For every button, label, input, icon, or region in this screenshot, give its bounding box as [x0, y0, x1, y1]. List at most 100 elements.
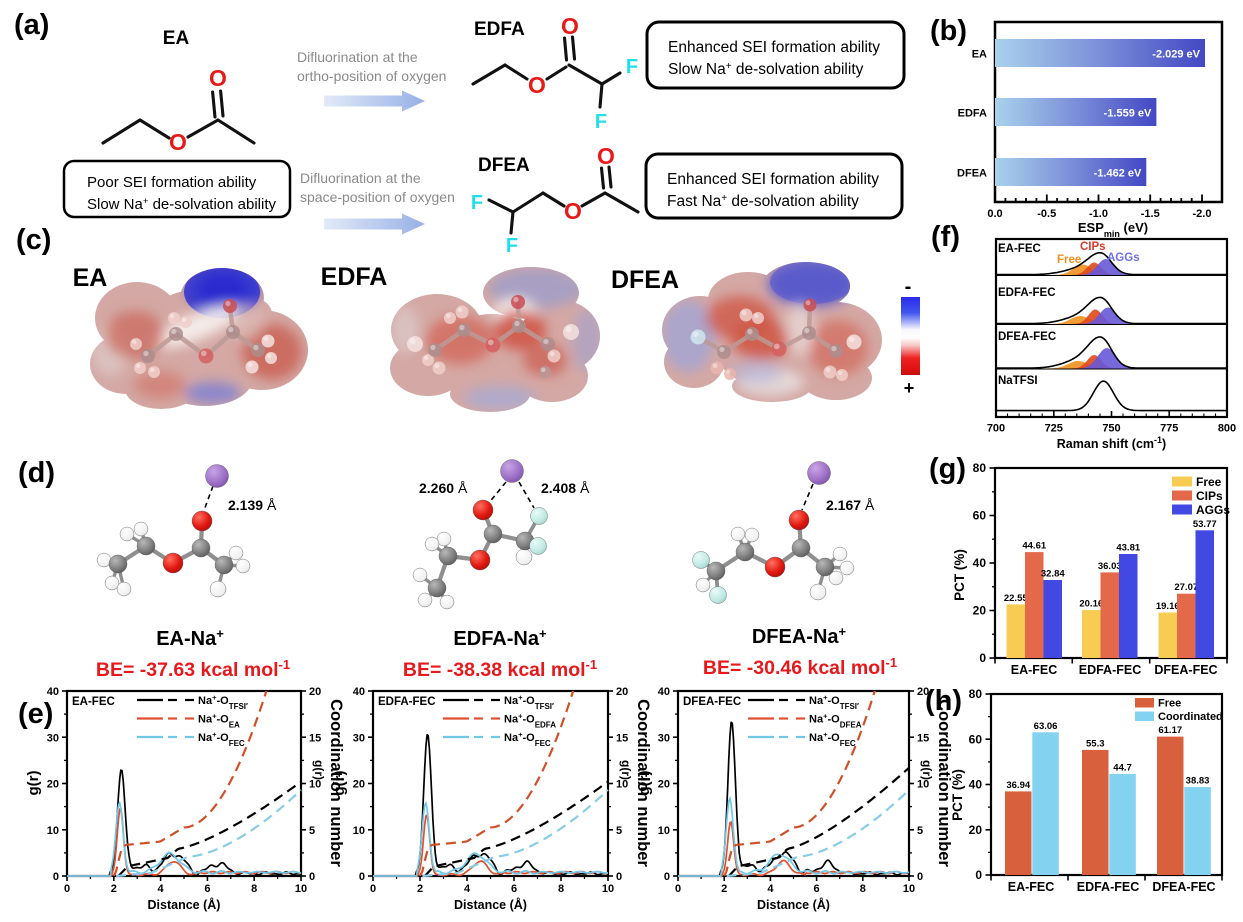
svg-text:53.77: 53.77: [1193, 519, 1217, 530]
svg-text:-: -: [905, 276, 912, 298]
svg-text:F: F: [506, 235, 518, 257]
svg-text:40: 40: [47, 686, 59, 698]
svg-text:0: 0: [664, 871, 670, 883]
svg-text:EDFA-FEC: EDFA-FEC: [1079, 663, 1142, 677]
svg-text:10: 10: [353, 825, 365, 837]
svg-text:2: 2: [417, 883, 423, 895]
svg-text:30: 30: [47, 732, 59, 744]
svg-text:DFEA-Na+: DFEA-Na+: [752, 624, 847, 649]
svg-text:2.408 Å: 2.408 Å: [541, 480, 590, 496]
svg-text:800: 800: [1218, 423, 1236, 435]
svg-text:2: 2: [721, 883, 727, 895]
svg-text:2.260 Å: 2.260 Å: [419, 480, 468, 496]
svg-text:PCT (%): PCT (%): [950, 769, 965, 821]
svg-text:CIPs: CIPs: [1196, 489, 1223, 503]
svg-text:(h): (h): [925, 685, 962, 717]
svg-text:750: 750: [1102, 423, 1120, 435]
svg-text:8: 8: [251, 883, 257, 895]
svg-text:O: O: [597, 143, 615, 169]
svg-text:EA-FEC: EA-FEC: [72, 696, 115, 708]
svg-text:BE= -38.38 kcal mol-1: BE= -38.38 kcal mol-1: [403, 657, 597, 682]
svg-text:0: 0: [675, 883, 681, 895]
svg-text:-2.029 eV: -2.029 eV: [1152, 49, 1200, 61]
svg-text:10: 10: [903, 883, 915, 895]
svg-text:15: 15: [917, 732, 929, 744]
svg-text:Coordination number: Coordination number: [935, 699, 953, 867]
svg-text:DFEA-FEC: DFEA-FEC: [683, 696, 741, 708]
svg-text:4: 4: [767, 883, 774, 895]
svg-text:36.03: 36.03: [1098, 561, 1122, 572]
svg-text:g(r): g(r): [920, 760, 934, 780]
svg-text:Slow Na+ de-solvation ability: Slow Na+ de-solvation ability: [87, 196, 276, 214]
svg-text:27.07: 27.07: [1174, 582, 1198, 593]
svg-text:-2.0: -2.0: [1193, 208, 1212, 220]
svg-text:-0.5: -0.5: [1037, 208, 1056, 220]
svg-text:36.94: 36.94: [1006, 780, 1030, 791]
svg-text:20: 20: [616, 686, 628, 698]
svg-text:EDFA: EDFA: [474, 19, 525, 40]
svg-text:40: 40: [658, 686, 670, 698]
svg-text:-1.462 eV: -1.462 eV: [1094, 168, 1142, 180]
svg-text:EA: EA: [73, 264, 108, 292]
svg-text:10: 10: [616, 779, 628, 791]
svg-text:20: 20: [47, 779, 59, 791]
svg-text:O: O: [169, 129, 187, 155]
svg-text:(a): (a): [14, 9, 49, 41]
svg-text:5: 5: [917, 825, 923, 837]
svg-text:DFEA-FEC: DFEA-FEC: [1152, 880, 1215, 894]
svg-text:O: O: [209, 65, 227, 91]
svg-text:EDFA-FEC: EDFA-FEC: [998, 287, 1056, 299]
svg-text:44.7: 44.7: [1113, 762, 1132, 773]
svg-text:F: F: [471, 192, 483, 214]
svg-text:Difluorination at the: Difluorination at the: [297, 49, 418, 65]
svg-text:Enhanced SEI formation ability: Enhanced SEI formation ability: [668, 39, 880, 56]
svg-text:Fast Na+ de-solvation ability: Fast Na+ de-solvation ability: [667, 193, 859, 211]
svg-text:2.139 Å: 2.139 Å: [228, 497, 277, 513]
svg-text:60: 60: [973, 509, 987, 523]
svg-text:0: 0: [359, 871, 365, 883]
svg-text:AGGs: AGGs: [1196, 503, 1230, 517]
svg-text:(d): (d): [18, 457, 55, 489]
svg-text:6: 6: [814, 883, 820, 895]
svg-text:-1.559 eV: -1.559 eV: [1104, 108, 1152, 120]
svg-text:Difluorination at the: Difluorination at the: [300, 170, 421, 186]
svg-text:g(r): g(r): [25, 771, 42, 796]
svg-text:0.0: 0.0: [987, 208, 1002, 220]
svg-text:80: 80: [969, 687, 983, 701]
svg-text:15: 15: [309, 732, 321, 744]
svg-text:g(r): g(r): [331, 771, 348, 796]
svg-text:g(r): g(r): [636, 771, 653, 796]
svg-text:(e): (e): [18, 698, 53, 730]
svg-text:O: O: [564, 198, 582, 224]
svg-text:-1.0: -1.0: [1089, 208, 1108, 220]
svg-text:10: 10: [917, 779, 929, 791]
svg-text:g(r): g(r): [312, 760, 326, 780]
svg-text:space-position of oxygen: space-position of oxygen: [300, 189, 455, 205]
svg-text:ESPmin (eV): ESPmin (eV): [1078, 220, 1148, 239]
svg-text:EA-Na+: EA-Na+: [156, 626, 224, 651]
svg-text:EDFA-FEC: EDFA-FEC: [1077, 880, 1140, 894]
svg-text:Enhanced SEI formation ability: Enhanced SEI formation ability: [667, 171, 879, 188]
svg-text:ortho-position of oxygen: ortho-position of oxygen: [297, 68, 446, 84]
svg-text:BE= -30.46 kcal mol-1: BE= -30.46 kcal mol-1: [703, 655, 897, 680]
svg-text:8: 8: [860, 883, 866, 895]
svg-text:F: F: [595, 111, 607, 133]
svg-text:AGGs: AGGs: [1107, 252, 1140, 264]
svg-text:4: 4: [158, 883, 165, 895]
svg-text:700: 700: [987, 423, 1005, 435]
svg-text:775: 775: [1160, 423, 1178, 435]
svg-text:Distance (Å): Distance (Å): [148, 897, 221, 912]
svg-text:19.16: 19.16: [1156, 601, 1180, 612]
svg-text:CIPs: CIPs: [1080, 241, 1106, 253]
svg-text:(g): (g): [929, 453, 966, 485]
svg-text:0: 0: [975, 868, 982, 882]
svg-text:DFEA: DFEA: [478, 155, 530, 176]
svg-text:Slow Na+ de-solvation ability: Slow Na+ de-solvation ability: [668, 61, 864, 79]
svg-text:40: 40: [353, 686, 365, 698]
svg-text:DFEA-FEC: DFEA-FEC: [998, 331, 1056, 343]
svg-text:Free: Free: [1196, 475, 1222, 489]
svg-text:(c): (c): [16, 224, 51, 256]
svg-text:30: 30: [658, 732, 670, 744]
svg-text:EA: EA: [163, 28, 190, 49]
svg-text:0: 0: [616, 871, 622, 883]
